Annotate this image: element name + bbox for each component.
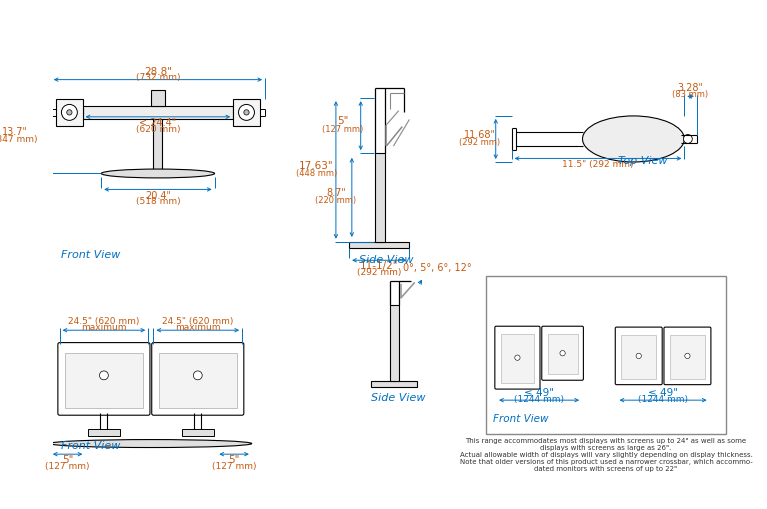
Circle shape xyxy=(683,134,693,144)
Text: (127 mm): (127 mm) xyxy=(45,462,90,471)
Bar xyxy=(233,99,260,126)
Circle shape xyxy=(244,110,249,115)
Ellipse shape xyxy=(50,440,252,447)
Bar xyxy=(548,334,578,375)
Text: 13.7": 13.7" xyxy=(2,127,28,137)
Text: (220 mm): (220 mm) xyxy=(315,196,357,206)
Text: 0°, 5°, 6°, 12°: 0°, 5°, 6°, 12° xyxy=(403,263,472,273)
Text: maximum: maximum xyxy=(81,323,127,332)
Circle shape xyxy=(560,351,565,356)
Bar xyxy=(501,334,535,383)
Bar xyxy=(56,99,83,126)
Text: 24.5" (620 mm): 24.5" (620 mm) xyxy=(68,317,140,326)
FancyBboxPatch shape xyxy=(664,327,711,385)
Bar xyxy=(151,90,165,106)
Text: 11.5" (292 mm): 11.5" (292 mm) xyxy=(562,160,634,169)
Circle shape xyxy=(685,353,690,358)
Circle shape xyxy=(636,353,641,358)
Text: 8.7": 8.7" xyxy=(326,188,346,198)
Text: Side View: Side View xyxy=(359,255,413,265)
Text: Front View: Front View xyxy=(61,250,120,260)
Ellipse shape xyxy=(101,169,215,178)
FancyBboxPatch shape xyxy=(152,343,244,415)
Bar xyxy=(182,430,214,436)
Text: 5": 5" xyxy=(62,456,74,465)
Bar xyxy=(621,334,657,379)
FancyBboxPatch shape xyxy=(542,326,584,380)
Text: (518 mm): (518 mm) xyxy=(136,197,180,206)
Text: Front View: Front View xyxy=(492,414,548,424)
Text: < 24.4": < 24.4" xyxy=(140,118,176,128)
Text: (448 mm): (448 mm) xyxy=(296,169,337,178)
Bar xyxy=(349,242,410,248)
Circle shape xyxy=(515,355,520,360)
Text: (732 mm): (732 mm) xyxy=(136,73,180,82)
Bar xyxy=(375,153,384,242)
Text: (292 mm): (292 mm) xyxy=(459,138,500,147)
FancyBboxPatch shape xyxy=(58,343,150,415)
Circle shape xyxy=(67,110,72,115)
Circle shape xyxy=(61,104,77,120)
Text: (347 mm): (347 mm) xyxy=(0,135,38,145)
FancyBboxPatch shape xyxy=(495,326,540,389)
Text: ≤ 49": ≤ 49" xyxy=(648,388,678,398)
Bar xyxy=(486,276,726,434)
Text: 11-1/2": 11-1/2" xyxy=(360,262,399,271)
Text: 5": 5" xyxy=(337,116,349,126)
Text: ≤ 49": ≤ 49" xyxy=(524,388,554,398)
Text: (292 mm): (292 mm) xyxy=(357,268,401,277)
Bar xyxy=(390,305,399,381)
Circle shape xyxy=(193,371,202,380)
Text: Top View: Top View xyxy=(617,156,667,166)
Text: (1244 mm): (1244 mm) xyxy=(514,395,564,404)
Text: 20.4": 20.4" xyxy=(145,190,171,201)
Text: 5": 5" xyxy=(229,456,240,465)
Text: 17.63": 17.63" xyxy=(299,160,334,171)
Text: Side View: Side View xyxy=(370,393,425,404)
Bar xyxy=(88,430,120,436)
Bar xyxy=(371,381,417,387)
Bar xyxy=(153,119,163,172)
Text: (127 mm): (127 mm) xyxy=(322,125,364,134)
Ellipse shape xyxy=(582,116,684,162)
Text: maximum: maximum xyxy=(175,323,221,332)
Text: Front View: Front View xyxy=(61,441,120,451)
Text: 24.5" (620 mm): 24.5" (620 mm) xyxy=(162,317,233,326)
Text: 3.28": 3.28" xyxy=(677,83,703,94)
Text: (83 mm): (83 mm) xyxy=(673,90,709,99)
Text: (1244 mm): (1244 mm) xyxy=(638,395,688,404)
Text: This range accommodates most displays with screens up to 24" as well as some
dis: This range accommodates most displays wi… xyxy=(459,438,752,472)
Circle shape xyxy=(239,104,255,120)
Text: (620 mm): (620 mm) xyxy=(136,125,180,134)
Bar xyxy=(65,353,143,408)
FancyBboxPatch shape xyxy=(615,327,662,385)
Text: 11.68": 11.68" xyxy=(464,129,495,139)
Circle shape xyxy=(100,371,108,380)
Text: 28.8": 28.8" xyxy=(144,67,172,77)
Text: (127 mm): (127 mm) xyxy=(212,462,256,471)
Bar xyxy=(83,106,233,119)
Bar xyxy=(670,334,705,379)
Bar xyxy=(159,353,237,408)
